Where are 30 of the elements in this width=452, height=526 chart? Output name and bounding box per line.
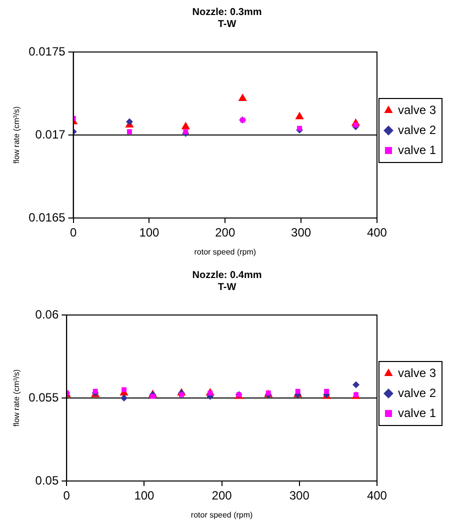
legend-label: valve 1 (398, 406, 436, 420)
y-tick-label: 0.055 (28, 390, 59, 404)
legend-label: valve 3 (398, 102, 436, 117)
x-axis-title: rotor speed (rpm) (194, 247, 256, 256)
legend-label: valve 3 (398, 366, 436, 380)
legend-label: valve 2 (398, 122, 436, 137)
chart-subtitle: T-W (218, 282, 237, 293)
y-tick-label: 0.0175 (28, 44, 66, 58)
y-axis-title: flow rate (cm³/s) (12, 106, 22, 164)
y-axis-title: flow rate (cm³/s) (12, 369, 22, 427)
x-axis-title: rotor speed (rpm) (190, 510, 254, 520)
x-tick-label: 400 (366, 488, 388, 503)
y-tick-label: 0.017 (35, 127, 66, 142)
x-tick-label: 100 (139, 226, 160, 240)
legend-label: valve 1 (398, 142, 436, 157)
x-tick-label: 200 (215, 226, 236, 240)
x-tick-label: 400 (366, 226, 388, 240)
x-tick-label: 300 (291, 226, 312, 240)
legend-label: valve 2 (398, 386, 436, 400)
y-tick-label: 0.06 (35, 307, 59, 322)
x-tick-label: 200 (212, 488, 232, 503)
y-tick-label: 0.05 (35, 473, 59, 488)
chart-subtitle: T-W (218, 18, 237, 30)
x-tick-label: 0 (63, 488, 70, 503)
x-tick-label: 0 (70, 226, 77, 240)
chart-title: Nozzle: 0.3mm (192, 6, 262, 18)
y-tick-label: 0.0165 (28, 210, 66, 224)
x-tick-label: 100 (134, 488, 155, 503)
x-tick-label: 300 (289, 488, 310, 503)
chart-title: Nozzle: 0.4mm (192, 270, 262, 281)
